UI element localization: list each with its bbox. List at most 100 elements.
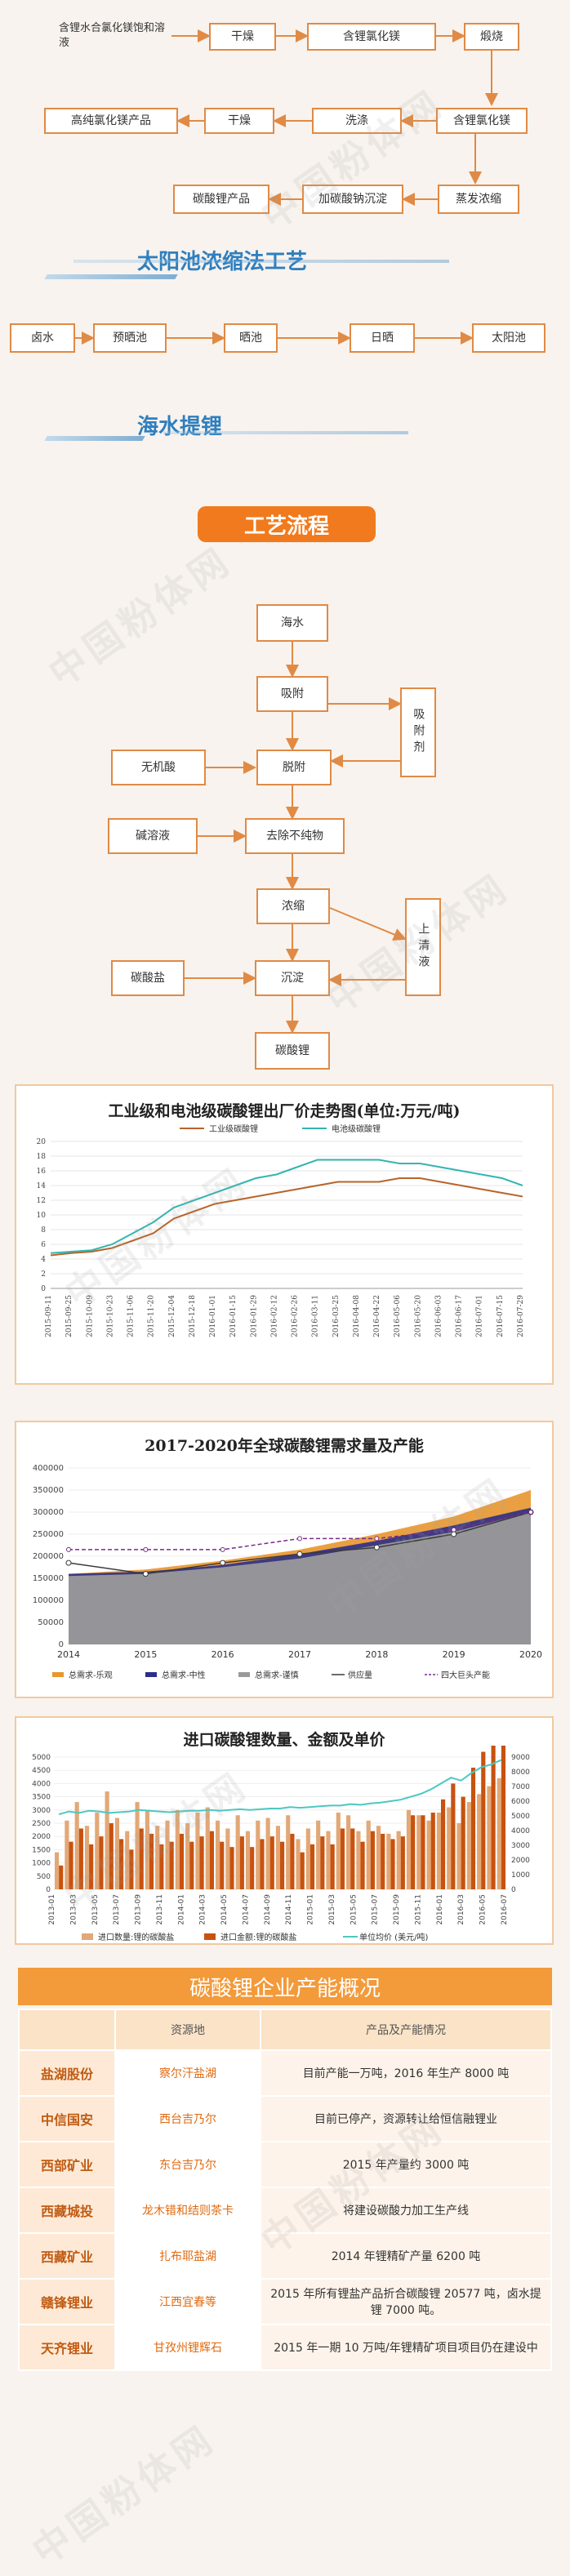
bar-amount: [220, 1841, 225, 1889]
legend-label: 工业级碳酸锂: [209, 1123, 258, 1134]
y-tick-label: 400000: [33, 1464, 64, 1473]
x-tick-label: 2016-03: [457, 1894, 465, 1925]
y-left-tick-label: 4000: [32, 1780, 51, 1788]
y-left-tick-label: 2500: [32, 1820, 51, 1828]
y-tick-label: 20: [37, 1138, 47, 1146]
x-tick-label: 2016-06-17: [456, 1295, 464, 1337]
x-tick-label: 2015: [134, 1649, 157, 1660]
x-tick-label: 2016-01-01: [209, 1295, 217, 1337]
bar-amount: [99, 1836, 104, 1889]
bar-amount: [139, 1828, 144, 1889]
flow1-evaporate: 蒸发浓缩: [438, 185, 519, 214]
bar-amount: [149, 1833, 154, 1889]
bar-quantity: [296, 1839, 301, 1889]
bar-amount: [491, 1746, 496, 1889]
bar-amount: [159, 1844, 164, 1889]
flow1-dry2: 干燥: [204, 108, 274, 134]
x-tick-label: 2016-07-01: [476, 1295, 484, 1337]
bar-quantity: [105, 1791, 109, 1889]
bar-amount: [309, 1844, 315, 1889]
capacity-point: [528, 1510, 533, 1515]
bar-quantity: [326, 1831, 331, 1889]
y-left-tick-label: 2000: [32, 1833, 51, 1841]
bar-amount: [390, 1839, 395, 1889]
y-tick-label: 200000: [33, 1552, 64, 1561]
x-tick-label: 2020: [519, 1649, 542, 1660]
bar-amount: [129, 1849, 134, 1889]
supply-point: [220, 1559, 226, 1566]
bar-amount: [179, 1833, 185, 1889]
bar-quantity: [286, 1815, 291, 1889]
x-tick-label: 2014-09: [264, 1894, 272, 1925]
bar-quantity: [215, 1820, 220, 1889]
bar-quantity: [356, 1831, 361, 1889]
capacity-info: 目前产能一万吨，2016 年生产 8000 吨: [260, 2049, 552, 2097]
capacity-info: 2014 年锂精矿产量 6200 吨: [260, 2232, 552, 2280]
bar-amount: [411, 1815, 416, 1889]
x-tick-label: 2016-01-15: [229, 1295, 238, 1337]
bar-amount: [239, 1836, 244, 1889]
legend-label: 四大巨头产能: [441, 1670, 490, 1680]
capacity-info: 2015 年一期 10 万吨/年锂精矿项目项目仍在建设中: [260, 2324, 552, 2371]
import-chart-box: 进口碳酸锂数量、金额及单价 0 500 1000 1500 2000 2500 3000 35…: [15, 1716, 554, 1945]
y-tick-label: 4: [41, 1256, 46, 1264]
bar-quantity: [175, 1809, 180, 1889]
company-name: 西藏城投: [18, 2187, 116, 2234]
y-right-tick-label: 9000: [511, 1754, 530, 1762]
bar-quantity: [316, 1820, 321, 1889]
capacity-point: [451, 1527, 456, 1533]
bar-quantity: [426, 1820, 431, 1889]
table-row: 西藏城投 龙木错和结则茶卡 将建设碳酸力加工生产线: [18, 2187, 552, 2234]
company-name: 中信国安: [18, 2095, 116, 2142]
bar-quantity: [305, 1828, 310, 1889]
capacity-point: [297, 1536, 302, 1542]
bar-quantity: [245, 1831, 251, 1889]
bar-amount: [300, 1852, 305, 1889]
flow1-na2co3-precip: 加碳酸钠沉淀: [302, 185, 403, 214]
supply-point: [296, 1550, 303, 1557]
x-tick-label: 2015-09: [393, 1894, 401, 1925]
table-row: 盐湖股份 察尔汗盐湖 目前产能一万吨，2016 年生产 8000 吨: [18, 2049, 552, 2097]
x-tick-label: 2015-05: [350, 1894, 358, 1925]
bar-quantity: [114, 1817, 120, 1889]
bar-amount: [451, 1783, 456, 1889]
y-tick-label: 0: [59, 1640, 64, 1649]
y-tick-label: 300000: [33, 1508, 64, 1517]
supply-point: [65, 1559, 72, 1566]
sea-concentrate: 浓缩: [256, 888, 330, 924]
bar-quantity: [376, 1826, 381, 1889]
sea-inorganic-acid: 无机酸: [111, 750, 206, 785]
process-badge: 工艺流程: [198, 506, 376, 542]
banner-sea-stripe: [44, 436, 145, 441]
bar-quantity: [235, 1815, 240, 1889]
y-right-tick-label: 1000: [511, 1871, 530, 1880]
y-left-tick-label: 3000: [32, 1807, 51, 1815]
solar-pond: 晒池: [224, 323, 278, 353]
banner-solar-stripe: [44, 274, 178, 279]
table-row: 中信国安 西台吉乃尔 目前已停产，资源转让给恒信融锂业: [18, 2095, 552, 2142]
flow1-wash: 洗涤: [312, 108, 402, 134]
bar-quantity: [456, 1823, 461, 1889]
x-tick-label: 2019: [443, 1649, 465, 1660]
legend-label: 总需求-谨慎: [255, 1670, 299, 1680]
flow1-start: 含锂水合氯化镁饱和溶液: [59, 22, 166, 49]
x-tick-label: 2016-02-12: [270, 1295, 278, 1337]
bar-amount: [229, 1847, 234, 1889]
x-tick-label: 2016-07: [501, 1894, 509, 1925]
x-tick-label: 2016: [212, 1649, 234, 1660]
y-tick-label: 2: [41, 1270, 46, 1279]
x-tick-label: 2016-05-20: [414, 1295, 422, 1337]
resource-site: 扎布耶盐湖: [114, 2232, 261, 2280]
sea-alkali: 碱溶液: [108, 818, 198, 854]
x-tick-label: 2014-11: [285, 1894, 293, 1925]
y-right-tick-label: 7000: [511, 1783, 530, 1791]
x-tick-label: 2015-11-06: [127, 1295, 136, 1337]
bar-quantity: [406, 1809, 412, 1889]
bar-amount: [350, 1828, 355, 1889]
table-row: 西藏矿业 扎布耶盐湖 2014 年锂精矿产量 6200 吨: [18, 2232, 552, 2280]
x-tick-label: 2015-11-20: [148, 1295, 156, 1337]
sea-li2co3: 碳酸锂: [255, 1032, 330, 1070]
y-left-tick-label: 4500: [32, 1767, 51, 1775]
y-tick-label: 10: [37, 1212, 47, 1220]
resource-site: 西台吉乃尔: [114, 2095, 261, 2142]
